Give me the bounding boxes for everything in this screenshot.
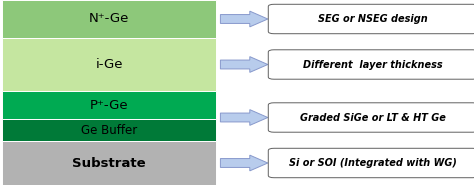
FancyBboxPatch shape [268, 4, 474, 34]
Text: Different  layer thickness: Different layer thickness [303, 60, 443, 70]
Text: Graded SiGe or LT & HT Ge: Graded SiGe or LT & HT Ge [301, 112, 446, 122]
Polygon shape [220, 110, 268, 125]
Text: SEG or NSEG design: SEG or NSEG design [319, 14, 428, 24]
Text: Substrate: Substrate [72, 157, 146, 169]
Bar [2, 0, 216, 38]
Bar [2, 91, 216, 119]
Text: N⁺-Ge: N⁺-Ge [89, 13, 129, 26]
Text: P⁺-Ge: P⁺-Ge [90, 98, 128, 112]
Polygon shape [220, 57, 268, 72]
Text: Ge Buffer: Ge Buffer [81, 124, 137, 137]
Bar [2, 119, 216, 141]
Text: i-Ge: i-Ge [95, 58, 123, 71]
Bar [2, 141, 216, 185]
Text: Si or SOI (Integrated with WG): Si or SOI (Integrated with WG) [289, 158, 457, 168]
Polygon shape [220, 11, 268, 27]
FancyBboxPatch shape [268, 50, 474, 79]
FancyBboxPatch shape [268, 148, 474, 178]
Polygon shape [220, 155, 268, 171]
FancyBboxPatch shape [268, 103, 474, 132]
Bar [2, 38, 216, 91]
